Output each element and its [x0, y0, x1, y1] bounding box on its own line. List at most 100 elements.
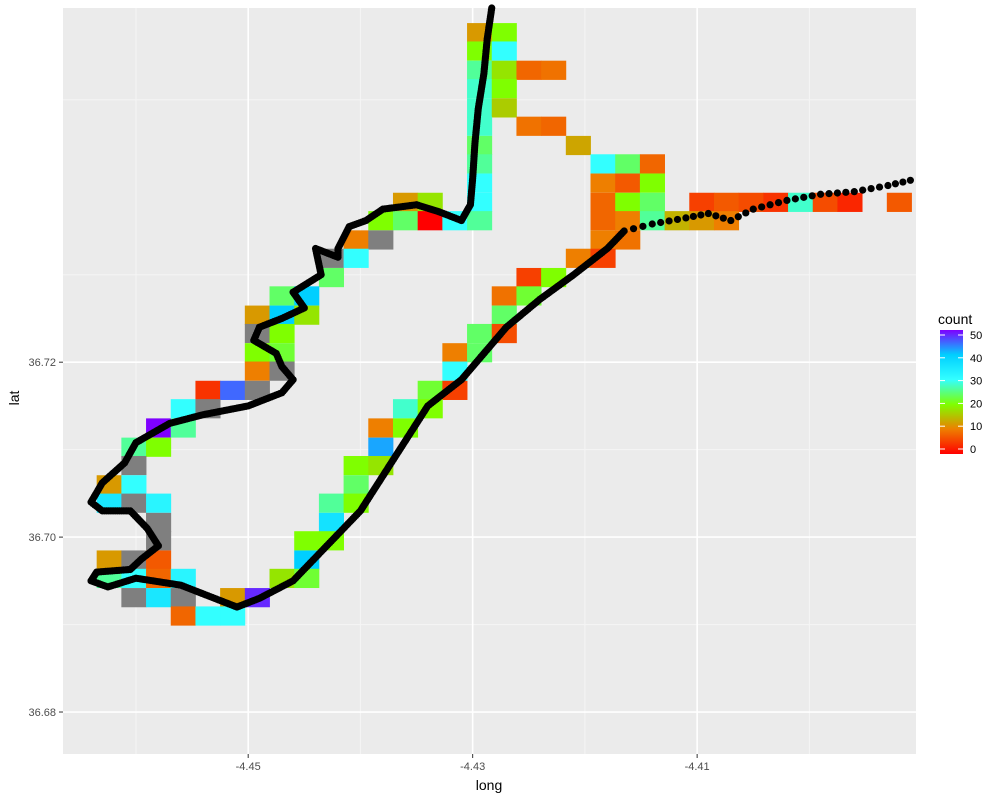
track-point: [682, 214, 690, 222]
heatmap-tile: [516, 60, 542, 80]
legend-label: 50: [970, 330, 982, 342]
heatmap-tile: [170, 588, 196, 608]
heatmap-tile: [615, 173, 641, 193]
track-point: [749, 205, 757, 213]
heatmap-tile: [516, 116, 542, 136]
heatmap-tile: [343, 230, 369, 250]
legend-label: 40: [970, 353, 982, 365]
heatmap-tile: [195, 606, 221, 626]
heatmap-tile: [417, 211, 443, 231]
heatmap-tile: [639, 192, 665, 212]
heatmap-tile: [318, 493, 344, 513]
track-point: [850, 188, 858, 196]
legend-label: 30: [970, 376, 982, 388]
heatmap-tile: [146, 550, 172, 570]
heatmap-tile: [170, 606, 196, 626]
heatmap-tile: [467, 211, 493, 231]
heatmap-tile: [269, 323, 295, 344]
track-point: [825, 190, 833, 198]
track-point: [816, 190, 825, 198]
track-point: [783, 196, 791, 205]
axes: -4.45 -4.43 -4.41 36.68 36.70 36.72: [28, 357, 709, 773]
heatmap-tile: [343, 475, 369, 495]
heatmap-tile: [146, 437, 172, 457]
heatmap-tile: [713, 192, 740, 212]
heatmap-tile: [837, 192, 863, 212]
track-point: [704, 209, 712, 218]
heatmap-tile: [368, 230, 394, 250]
heatmap-tile: [491, 79, 517, 99]
heatmap-tile: [590, 192, 616, 212]
heatmap-tile: [615, 154, 641, 174]
heatmap-tile: [220, 606, 246, 626]
y-axis-title: lat: [6, 391, 22, 406]
heatmap-tile: [516, 267, 542, 288]
track-point: [884, 181, 892, 190]
y-tick-label: 36.70: [28, 532, 56, 544]
track-point: [719, 214, 727, 222]
track-point: [875, 183, 884, 191]
heatmap-tile: [491, 286, 517, 306]
heatmap-tile: [590, 154, 616, 174]
heatmap-tile: [121, 588, 147, 608]
heatmap-tile: [244, 305, 270, 325]
heatmap-tile: [392, 211, 419, 231]
track-point: [867, 184, 875, 193]
heatmap-tile: [442, 343, 468, 363]
track-point: [842, 188, 850, 196]
heatmap-tile: [244, 361, 270, 381]
heatmap-tile: [491, 41, 517, 61]
heatmap-tile: [318, 512, 344, 533]
track-point: [899, 178, 907, 186]
heatmap-tile: [565, 135, 591, 156]
legend-label: 20: [970, 398, 982, 410]
y-tick-label: 36.68: [28, 707, 56, 719]
heatmap-tile: [541, 60, 567, 80]
track-point: [734, 213, 742, 221]
heatmap-tile: [590, 173, 616, 193]
track-point: [906, 176, 914, 184]
heatmap-tile: [491, 98, 517, 118]
heatmap-tile: [343, 455, 369, 476]
heatmap-tile: [467, 323, 493, 344]
x-axis-title: long: [476, 777, 502, 793]
heatmap-tile: [318, 267, 344, 288]
track-point: [800, 193, 808, 201]
legend-title: count: [938, 311, 972, 327]
legend-label: 10: [970, 421, 982, 433]
heatmap-tile: [244, 380, 270, 400]
heatmap-tile: [146, 588, 172, 608]
track-point: [629, 225, 638, 233]
heatmap-tile: [639, 154, 665, 174]
track-point: [766, 201, 774, 209]
legend: count 0 10 20 30 40 50: [938, 311, 982, 456]
track-point: [833, 189, 842, 197]
heatmap-tile: [541, 116, 567, 136]
track-point: [712, 212, 720, 220]
heatmap-tile: [689, 192, 715, 212]
heatmap-tile: [269, 286, 295, 306]
heatmap-tile: [195, 380, 221, 400]
track-path: [87, 4, 914, 611]
track-point: [742, 209, 750, 217]
heatmap-tile: [491, 23, 517, 43]
track-point: [758, 203, 766, 211]
track-point: [657, 218, 665, 227]
track-point: [891, 180, 900, 188]
x-tick-label: -4.41: [685, 761, 710, 773]
track-point: [689, 212, 697, 221]
heatmap-tile: [615, 192, 641, 212]
heatmap-tile: [220, 380, 246, 400]
track-point: [665, 217, 673, 225]
heatmap-tile: [812, 192, 838, 212]
heatmap-tile: [343, 248, 369, 268]
track-point: [859, 186, 867, 194]
legend-label: 0: [970, 444, 976, 456]
track-point: [791, 195, 799, 203]
heatmap-tile: [491, 60, 517, 80]
heatmap-tile: [294, 531, 320, 551]
heatmap-tile: [96, 550, 122, 570]
heatmap-tile: [368, 437, 394, 457]
heatmap-tile: [639, 173, 665, 193]
